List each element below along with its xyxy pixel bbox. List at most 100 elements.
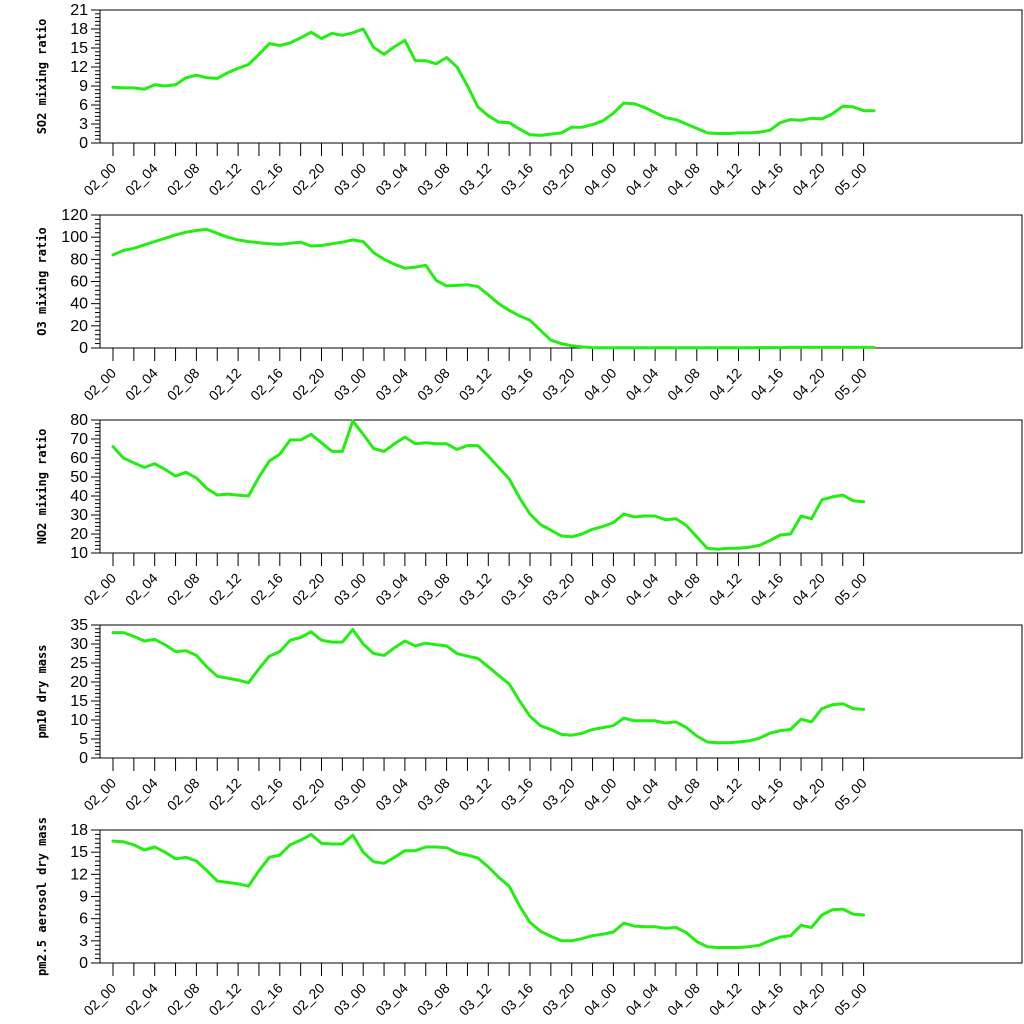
x-tick-label: 03_08 <box>414 980 453 1019</box>
y-tick-label: 0 <box>79 340 88 357</box>
x-tick-label: 03_12 <box>456 365 495 404</box>
x-tick-label: 05_00 <box>831 160 870 199</box>
plot-frame <box>99 829 1023 964</box>
x-tick-label: 03_08 <box>414 365 453 404</box>
x-tick-label: 02_12 <box>205 980 244 1019</box>
x-tick-label: 04_20 <box>789 980 828 1019</box>
x-tick-label: 02_00 <box>80 570 119 609</box>
chart-panel-2: 0 20 40 60 80 100 120 O3 mixing ratio 02_00 02_04… <box>35 207 1023 404</box>
x-tick-label: 02_04 <box>122 160 161 199</box>
x-tick-label: 03_08 <box>414 570 453 609</box>
y-axis-label: NO2 mixing ratio <box>35 429 49 545</box>
x-tick-label: 04_12 <box>706 365 745 404</box>
y-tick-label: 9 <box>79 889 88 906</box>
x-tick-label: 03_00 <box>330 980 369 1019</box>
x-tick-label: 03_20 <box>539 980 578 1019</box>
y-tick-label: 20 <box>70 318 88 335</box>
y-tick-label: 12 <box>70 866 88 883</box>
x-tick-label: 04_16 <box>747 775 786 814</box>
x-tick-label: 05_00 <box>831 365 870 404</box>
plot-frame <box>99 9 1023 144</box>
y-tick-label: 20 <box>70 674 88 691</box>
x-tick-label: 05_00 <box>831 980 870 1019</box>
x-tick-label: 02_20 <box>289 980 328 1019</box>
y-tick-label: 0 <box>79 750 88 767</box>
x-tick-label: 02_08 <box>164 980 203 1019</box>
series-line <box>111 832 866 949</box>
x-tick-label: 04_08 <box>664 980 703 1019</box>
x-tick-label: 03_04 <box>372 775 411 814</box>
x-tick-label: 02_08 <box>164 160 203 199</box>
y-tick-label: 15 <box>70 844 88 861</box>
x-tick-label: 03_16 <box>497 980 536 1019</box>
x-tick-label: 04_12 <box>706 160 745 199</box>
y-tick-label: 40 <box>70 488 88 505</box>
series-line <box>111 419 866 551</box>
x-tick-label: 04_04 <box>622 365 661 404</box>
x-tick-label: 02_12 <box>205 775 244 814</box>
x-tick-label: 03_12 <box>456 570 495 609</box>
y-axis-label: pm10 dry mass <box>35 645 49 739</box>
y-tick-label: 30 <box>70 636 88 653</box>
x-tick-label: 03_08 <box>414 160 453 199</box>
x-tick-label: 03_12 <box>456 160 495 199</box>
y-tick-label: 50 <box>70 469 88 486</box>
x-tick-label: 04_20 <box>789 775 828 814</box>
x-tick-label: 05_00 <box>831 775 870 814</box>
y-tick-label: 25 <box>70 655 88 672</box>
x-tick-label: 03_16 <box>497 775 536 814</box>
x-tick-label: 04_12 <box>706 775 745 814</box>
y-tick-label: 40 <box>70 296 88 313</box>
x-tick-label: 04_08 <box>664 160 703 199</box>
plot-frame <box>99 214 1023 349</box>
x-tick-label: 03_00 <box>330 160 369 199</box>
series-line <box>111 628 866 745</box>
y-tick-label: 15 <box>70 693 88 710</box>
x-tick-label: 03_20 <box>539 775 578 814</box>
x-tick-label: 03_00 <box>330 570 369 609</box>
x-tick-label: 02_08 <box>164 775 203 814</box>
y-tick-label: 20 <box>70 526 88 543</box>
x-tick-label: 04_04 <box>622 980 661 1019</box>
y-tick-label: 18 <box>70 21 88 38</box>
x-tick-label: 04_04 <box>622 570 661 609</box>
y-tick-label: 80 <box>70 412 88 429</box>
x-tick-label: 04_04 <box>622 160 661 199</box>
x-tick-label: 03_00 <box>330 775 369 814</box>
x-tick-label: 03_20 <box>539 365 578 404</box>
x-tick-label: 04_16 <box>747 160 786 199</box>
x-tick-label: 02_00 <box>80 365 119 404</box>
x-tick-label: 03_04 <box>372 160 411 199</box>
x-tick-label: 04_08 <box>664 775 703 814</box>
x-tick-label: 02_04 <box>122 775 161 814</box>
y-tick-label: 21 <box>70 2 88 19</box>
y-tick-label: 120 <box>61 207 88 224</box>
y-axis-label: pm2.5 aerosol dry mass <box>35 817 49 976</box>
x-tick-label: 02_20 <box>289 160 328 199</box>
x-tick-label: 03_16 <box>497 365 536 404</box>
y-tick-label: 3 <box>79 116 88 133</box>
x-tick-label: 03_20 <box>539 570 578 609</box>
x-tick-label: 04_12 <box>706 980 745 1019</box>
series-line <box>111 227 876 350</box>
y-tick-label: 5 <box>79 731 88 748</box>
x-tick-label: 04_20 <box>789 160 828 199</box>
y-tick-label: 0 <box>79 135 88 152</box>
y-tick-label: 35 <box>70 617 88 634</box>
x-tick-label: 02_20 <box>289 775 328 814</box>
x-tick-label: 02_12 <box>205 160 244 199</box>
x-tick-label: 02_20 <box>289 570 328 609</box>
x-tick-label: 02_12 <box>205 570 244 609</box>
y-tick-label: 18 <box>70 822 88 839</box>
y-tick-label: 30 <box>70 507 88 524</box>
x-tick-label: 02_16 <box>247 160 286 199</box>
x-tick-label: 02_04 <box>122 365 161 404</box>
x-tick-label: 03_16 <box>497 160 536 199</box>
x-tick-label: 04_00 <box>581 160 620 199</box>
x-tick-label: 03_20 <box>539 160 578 199</box>
y-tick-label: 0 <box>79 955 88 972</box>
plot-frame <box>99 419 1023 554</box>
y-tick-label: 6 <box>79 97 88 114</box>
